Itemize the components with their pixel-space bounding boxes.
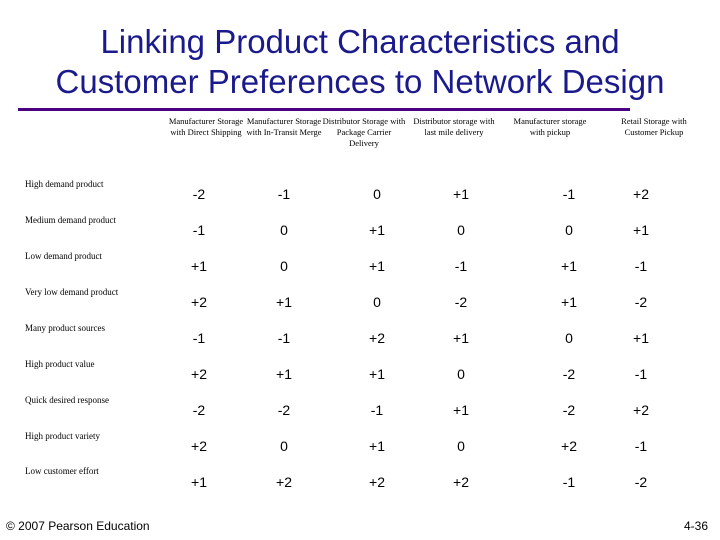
row-label: Low customer effort [25, 466, 99, 476]
table-cell: -2 [192, 186, 206, 202]
row-label: High product value [25, 359, 95, 369]
table-cell: 0 [457, 366, 465, 382]
table-cell: +2 [369, 330, 385, 346]
table-cell: +1 [453, 186, 469, 202]
table-cell: +1 [453, 330, 469, 346]
row-label: Quick desired response [25, 395, 109, 405]
table-cell: -1 [454, 258, 468, 274]
copyright-notice: © 2007 Pearson Education [6, 519, 150, 533]
table-cell: +1 [633, 222, 649, 238]
slide-title: Linking Product Characteristics and Cust… [0, 22, 720, 102]
table-cell: +1 [369, 366, 385, 382]
table-cell: +1 [369, 438, 385, 454]
table-cell: -2 [454, 294, 468, 310]
title-divider [18, 108, 630, 111]
table-cell: -2 [634, 294, 648, 310]
row-label: Very low demand product [25, 287, 119, 297]
table-cell: 0 [373, 294, 381, 310]
row-label: Low demand product [25, 251, 102, 261]
table-cell: 0 [457, 222, 465, 238]
table-cell: -2 [277, 402, 291, 418]
column-header-distributor-last-mile: Distributor storage with last mile deliv… [413, 116, 495, 137]
column-header-retail-customer-pickup: Retail Storage with Customer Pickup [621, 116, 687, 137]
table-cell: -1 [277, 186, 291, 202]
table-cell: -1 [562, 474, 576, 490]
table-cell: -2 [562, 366, 576, 382]
row-label: Many product sources [25, 323, 105, 333]
table-cell: +2 [191, 366, 207, 382]
table-cell: +2 [561, 438, 577, 454]
table-cell: +1 [561, 258, 577, 274]
table-cell: -1 [634, 258, 648, 274]
table-cell: -1 [370, 402, 384, 418]
column-header-manufacturer-pickup: Manufacturer storage with pickup [513, 116, 587, 137]
table-cell: +2 [369, 474, 385, 490]
table-cell: -1 [634, 366, 648, 382]
table-cell: 0 [373, 186, 381, 202]
table-cell: -1 [192, 222, 206, 238]
table-cell: +1 [369, 222, 385, 238]
table-cell: -2 [562, 402, 576, 418]
slide-number: 4-36 [683, 519, 708, 533]
table-cell: 0 [280, 258, 288, 274]
table-cell: -1 [634, 438, 648, 454]
column-header-manufacturer-direct-shipping: Manufacturer Storage with Direct Shippin… [168, 116, 244, 137]
table-cell: +2 [276, 474, 292, 490]
table-cell: +1 [276, 294, 292, 310]
table-cell: -1 [277, 330, 291, 346]
table-cell: -2 [634, 474, 648, 490]
table-cell: +1 [453, 402, 469, 418]
table-cell: +1 [276, 366, 292, 382]
table-cell: 0 [457, 438, 465, 454]
row-label: Medium demand product [25, 215, 116, 225]
table-cell: +1 [369, 258, 385, 274]
table-cell: +1 [191, 474, 207, 490]
table-cell: +2 [453, 474, 469, 490]
table-cell: -1 [192, 330, 206, 346]
table-cell: +2 [191, 438, 207, 454]
table-cell: -1 [562, 186, 576, 202]
table-cell: -2 [192, 402, 206, 418]
column-header-distributor-package-carrier: Distributor Storage with Package Carrier… [322, 116, 406, 148]
table-cell: 0 [565, 330, 573, 346]
table-cell: 0 [565, 222, 573, 238]
table-cell: +1 [633, 330, 649, 346]
title-line-1: Linking Product Characteristics and [100, 23, 620, 60]
row-label: High demand product [25, 179, 104, 189]
table-cell: 0 [280, 222, 288, 238]
title-line-2: Customer Preferences to Network Design [55, 63, 665, 100]
table-cell: +2 [633, 402, 649, 418]
row-label: High product variety [25, 431, 100, 441]
table-cell: +2 [191, 294, 207, 310]
table-cell: 0 [280, 438, 288, 454]
table-cell: +2 [633, 186, 649, 202]
column-header-manufacturer-in-transit-merge: Manufacturer Storage with In-Transit Mer… [246, 116, 322, 137]
table-cell: +1 [561, 294, 577, 310]
table-cell: +1 [191, 258, 207, 274]
